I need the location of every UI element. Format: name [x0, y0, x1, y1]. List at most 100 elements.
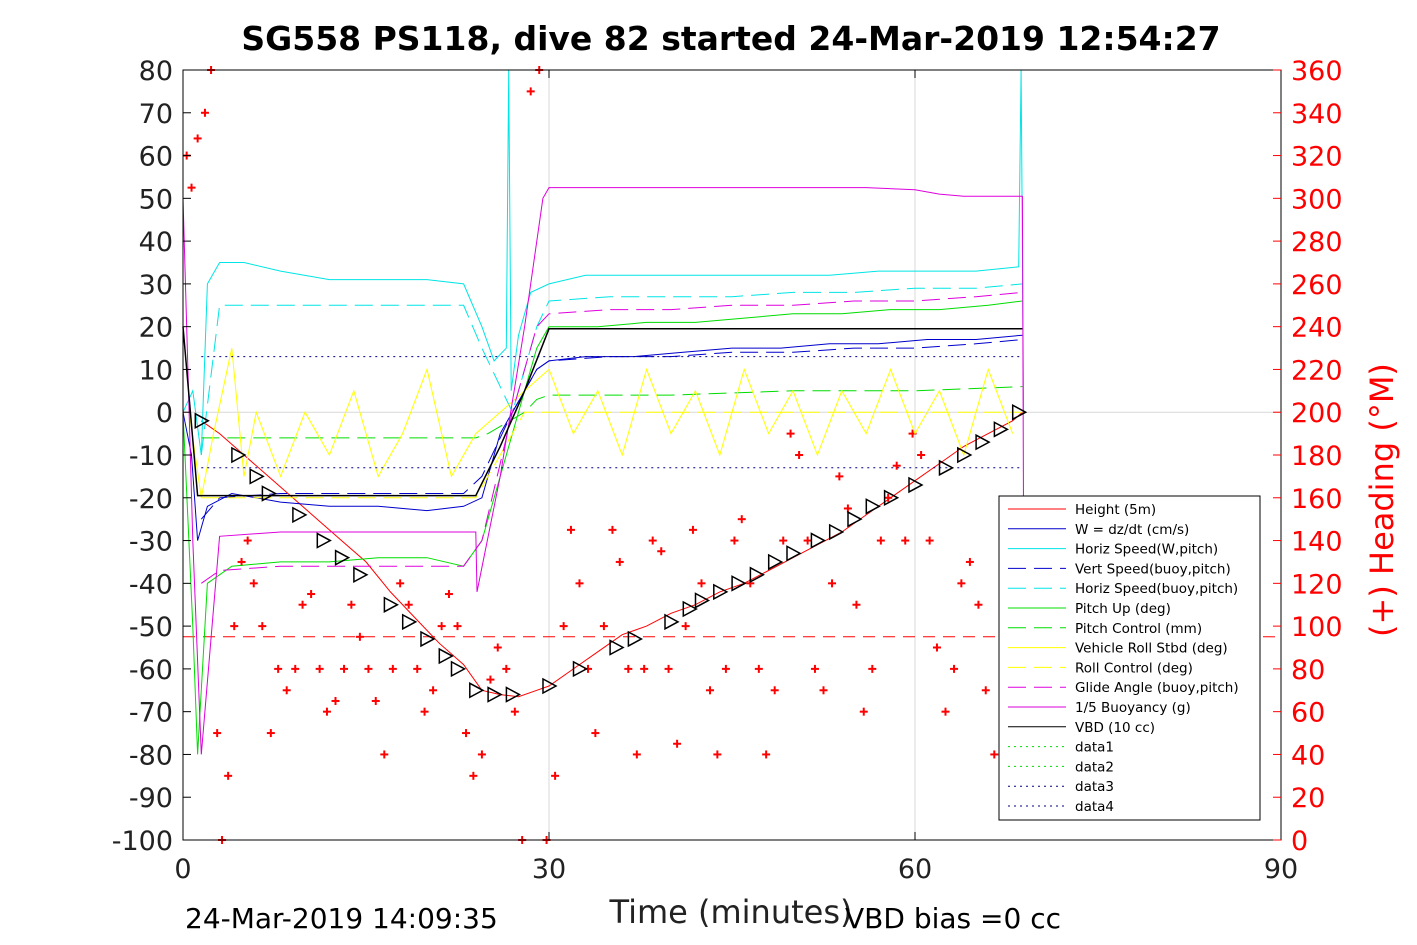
heading-point	[730, 536, 739, 545]
heading-point	[591, 729, 600, 738]
x-tick-label: 0	[174, 854, 191, 885]
y-right-tick-label: 40	[1291, 740, 1325, 771]
heading-point	[388, 664, 397, 673]
legend-item: data3	[1008, 779, 1114, 795]
legend-label: data2	[1075, 759, 1114, 775]
heading-point	[624, 664, 633, 673]
heading-point	[925, 536, 934, 545]
y-tick-label: 80	[139, 56, 173, 87]
heading-point	[462, 729, 471, 738]
heading-point	[632, 750, 641, 759]
y-right-tick-label: 280	[1291, 227, 1343, 258]
heading-point	[803, 536, 812, 545]
legend-item: Vehicle Roll Stbd (deg)	[1008, 641, 1228, 657]
y-tick-label: 0	[156, 398, 173, 429]
y-right-tick-label: 360	[1291, 56, 1343, 87]
legend-item: Pitch Control (mm)	[1008, 621, 1202, 637]
heading-point	[380, 750, 389, 759]
vbd-marker	[261, 485, 277, 502]
y-tick-label: -10	[129, 441, 173, 472]
heading-point	[193, 134, 202, 143]
heading-point	[575, 579, 584, 588]
y-tick-label: 20	[139, 313, 173, 344]
legend-label: Vert Speed(buoy,pitch)	[1075, 561, 1231, 577]
heading-point	[224, 771, 233, 780]
series-line-8	[201, 411, 1023, 499]
heading-point	[551, 771, 560, 780]
legend-item: 1/5 Buoyancy (g)	[1008, 700, 1191, 716]
heading-point	[444, 590, 453, 599]
vbd-marker	[231, 446, 247, 464]
y-tick-label: -30	[129, 527, 173, 558]
series-line-3	[200, 339, 1023, 520]
x-axis-ticks: 0 30 60 90	[174, 70, 1298, 885]
series-line-2	[182, 69, 1025, 456]
heading-point	[347, 600, 356, 609]
heading-point	[640, 664, 649, 673]
heading-point	[331, 696, 340, 705]
y-right-tick-label: 60	[1291, 698, 1325, 729]
series-line-4	[200, 283, 1023, 456]
heading-point	[721, 664, 730, 673]
legend-label: Height (5m)	[1075, 502, 1156, 518]
vbd-marker	[353, 566, 369, 584]
footer-timestamp: 24-Mar-2019 14:09:35	[185, 902, 498, 935]
series-lines	[182, 69, 1025, 755]
heading-point	[795, 451, 804, 459]
heading-point	[469, 771, 478, 780]
y-tick-label: -50	[129, 612, 173, 643]
legend-item: Height (5m)	[1008, 502, 1156, 518]
heading-point	[396, 579, 405, 588]
vbd-marker	[957, 446, 973, 464]
heading-point	[340, 664, 349, 673]
heading-point	[819, 686, 828, 695]
vbd-marker	[828, 523, 845, 541]
heading-point	[493, 643, 502, 652]
vbd-marker	[334, 549, 351, 566]
heading-point	[291, 664, 300, 673]
chart-title: SG558 PS118, dive 82 started 24-Mar-2019…	[241, 19, 1220, 58]
y-right-tick-label: 200	[1291, 398, 1343, 429]
legend-label: 1/5 Buoyancy (g)	[1075, 700, 1191, 716]
y-tick-label: 30	[139, 270, 173, 301]
heading-point	[371, 696, 380, 705]
heading-point	[298, 600, 307, 609]
y-tick-label: 10	[139, 355, 173, 386]
y-right-tick-label: 240	[1291, 313, 1343, 344]
vbd-marker	[469, 682, 485, 699]
legend-item: data2	[1008, 759, 1114, 775]
vbd-marker	[664, 613, 680, 631]
vbd-marker	[487, 686, 503, 703]
legend-label: Roll Control (deg)	[1075, 660, 1193, 676]
y-right-tick-label: 300	[1291, 184, 1343, 215]
x-tick-label: 30	[532, 854, 566, 885]
heading-point	[868, 664, 877, 673]
y-tick-label: -40	[129, 569, 173, 600]
heading-point	[957, 579, 966, 588]
series-line-9	[201, 291, 1023, 584]
heading-point	[681, 622, 690, 631]
heading-point	[892, 461, 901, 470]
vbd-marker	[505, 686, 521, 703]
heading-point	[835, 472, 844, 481]
heading-point	[477, 750, 486, 759]
heading-point	[486, 675, 495, 684]
y-tick-label: -80	[129, 740, 173, 771]
heading-point	[697, 579, 706, 588]
heading-point	[932, 643, 941, 652]
y-right-tick-label: 20	[1291, 783, 1325, 814]
vbd-marker	[731, 575, 747, 592]
heading-point	[615, 557, 624, 566]
y-right-tick-label: 0	[1291, 826, 1308, 857]
heading-point	[664, 664, 673, 673]
heading-series	[182, 66, 1023, 844]
heading-point	[706, 686, 715, 695]
vbd-marker	[786, 545, 802, 562]
vbd-marker	[292, 506, 308, 524]
legend-item: data1	[1008, 740, 1114, 756]
heading-point	[990, 750, 999, 759]
series-line-11	[182, 326, 1023, 497]
legend-label: data4	[1075, 799, 1114, 815]
heading-point	[965, 557, 974, 566]
